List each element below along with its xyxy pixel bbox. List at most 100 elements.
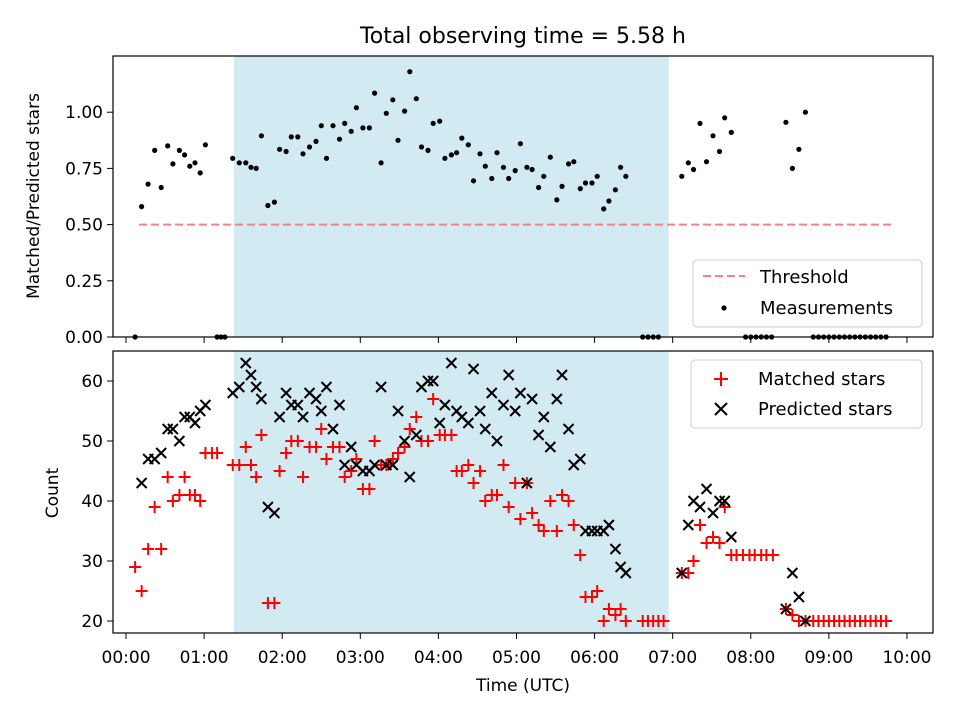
matched-star-point bbox=[161, 471, 174, 483]
predicted-star-point bbox=[491, 435, 503, 447]
measurement-point bbox=[378, 160, 384, 166]
predicted-star-point bbox=[526, 393, 538, 405]
matched-star-point bbox=[239, 441, 252, 453]
observing-window-shade bbox=[234, 351, 669, 633]
predicted-star-point bbox=[135, 477, 148, 489]
matched-star-point bbox=[291, 435, 304, 447]
measurement-point bbox=[176, 147, 182, 153]
matched-star-point bbox=[189, 489, 201, 501]
x-tick-label: 08:00 bbox=[726, 648, 775, 668]
predicted-star-point bbox=[240, 357, 252, 369]
matched-star-point bbox=[602, 603, 615, 615]
measurement-point bbox=[202, 142, 208, 148]
measurement-point bbox=[459, 135, 465, 141]
measurement-point bbox=[402, 108, 408, 114]
predicted-star-point bbox=[479, 423, 491, 435]
measurement-point bbox=[165, 143, 171, 149]
matched-star-point bbox=[502, 501, 515, 513]
matched-star-point bbox=[707, 531, 720, 543]
measurement-point bbox=[679, 173, 685, 179]
measurement-point bbox=[248, 164, 254, 170]
matched-star-point bbox=[591, 585, 604, 597]
measurement-point bbox=[571, 159, 577, 165]
x-tick-label: 02:00 bbox=[258, 648, 307, 668]
matched-star-point bbox=[255, 429, 268, 441]
predicted-star-point bbox=[551, 393, 563, 405]
y-tick-label: 0.75 bbox=[65, 159, 103, 179]
measurement-point bbox=[366, 125, 372, 131]
measurement-point bbox=[236, 160, 242, 166]
observing-window-shade bbox=[234, 56, 669, 337]
predicted-star-point bbox=[497, 399, 510, 411]
matched-star-point bbox=[657, 615, 670, 627]
count-panel-frame bbox=[112, 350, 934, 634]
matched-star-point bbox=[320, 453, 333, 465]
predicted-star-point bbox=[439, 399, 451, 411]
matched-star-point bbox=[614, 603, 627, 615]
measurement-point bbox=[789, 165, 796, 171]
matched-star-point bbox=[682, 567, 695, 579]
measurement-point bbox=[383, 110, 389, 116]
measurement-point bbox=[313, 138, 319, 144]
matched-star-point bbox=[178, 471, 191, 483]
matched-star-point bbox=[509, 477, 522, 489]
predicted-star-point bbox=[707, 507, 719, 519]
matched-star-point bbox=[338, 471, 351, 483]
predicted-star-point bbox=[422, 375, 434, 387]
measurement-point bbox=[685, 160, 691, 166]
predicted-star-point bbox=[333, 399, 346, 411]
measurement-point bbox=[152, 147, 158, 153]
y-tick-label: 0.25 bbox=[65, 272, 103, 292]
measurement-point bbox=[170, 161, 176, 167]
measurement-point bbox=[253, 165, 259, 171]
matched-star-point bbox=[462, 459, 475, 471]
measurement-point bbox=[541, 173, 547, 179]
measurement-point bbox=[192, 160, 198, 166]
predicted-star-point bbox=[562, 423, 575, 435]
measurement-point bbox=[158, 184, 164, 191]
chart-title: Total observing time = 5.58 h bbox=[359, 24, 686, 49]
predicted-star-point bbox=[338, 459, 351, 471]
matched-star-point bbox=[368, 435, 381, 447]
matched-star-point bbox=[479, 495, 492, 507]
predicted-star-point bbox=[161, 423, 174, 435]
y-tick-label: 40 bbox=[81, 492, 103, 512]
predicted-star-point bbox=[327, 423, 339, 435]
matched-star-point bbox=[310, 441, 323, 453]
predicted-star-point bbox=[427, 375, 439, 387]
matched-star-point bbox=[297, 471, 310, 483]
measurement-point bbox=[500, 164, 507, 170]
measurement-point bbox=[230, 155, 236, 161]
count-y-ticks: 20 30 40 50 60 bbox=[81, 372, 113, 632]
measurement-point bbox=[277, 146, 283, 152]
measurement-point bbox=[442, 155, 448, 161]
predicted-star-point bbox=[700, 483, 713, 495]
legend-predicted-label: Predicted stars bbox=[758, 399, 892, 420]
measurement-point bbox=[454, 150, 460, 156]
predicted-star-point bbox=[245, 369, 257, 381]
matched-star-point bbox=[135, 585, 148, 597]
measurement-point bbox=[783, 119, 789, 125]
ratio-x-ticks bbox=[125, 337, 908, 343]
ratio-y-axis-label: Matched/Predicted stars bbox=[24, 93, 44, 299]
measurement-point bbox=[547, 154, 553, 160]
count-panel: 20 30 40 50 60 00:00 01:00 02:00 03:00 04:00 05:0… bbox=[43, 350, 934, 696]
measurement-point bbox=[418, 144, 425, 150]
count-x-ticks: 00:00 01:00 02:00 03:00 04:00 05:00 06:00 07:00… bbox=[102, 633, 931, 668]
matched-star-point bbox=[386, 453, 399, 465]
matched-star-point bbox=[497, 459, 510, 471]
measurement-point bbox=[265, 202, 271, 209]
matched-star-point bbox=[427, 393, 440, 405]
measurement-point bbox=[524, 164, 530, 170]
count-y-axis-label: Count bbox=[43, 467, 63, 518]
predicted-star-point bbox=[474, 405, 486, 417]
predicted-star-point bbox=[345, 441, 357, 453]
measurement-point bbox=[690, 166, 697, 173]
measurement-point bbox=[482, 163, 488, 169]
matched-star-point bbox=[537, 525, 550, 537]
matched-star-point bbox=[574, 549, 587, 561]
matched-star-point bbox=[718, 501, 731, 513]
matched-star-point bbox=[766, 549, 779, 561]
legend-measurements-label: Measurements bbox=[760, 298, 893, 319]
x-tick-label: 05:00 bbox=[492, 648, 541, 668]
